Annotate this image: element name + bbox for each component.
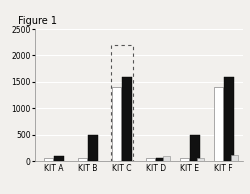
Bar: [180, 158, 189, 161]
Bar: [122, 77, 132, 161]
Bar: [214, 87, 223, 161]
Bar: [224, 77, 234, 161]
Bar: [232, 155, 238, 161]
Bar: [54, 156, 64, 161]
Bar: [190, 135, 200, 161]
Bar: [164, 156, 170, 161]
Bar: [88, 135, 98, 161]
Bar: [156, 158, 166, 161]
Bar: [146, 158, 155, 161]
Bar: [78, 158, 87, 161]
Text: Figure 1: Figure 1: [18, 16, 58, 26]
Bar: [112, 87, 121, 161]
Bar: [198, 158, 204, 161]
Bar: [111, 45, 133, 161]
Bar: [44, 158, 53, 161]
